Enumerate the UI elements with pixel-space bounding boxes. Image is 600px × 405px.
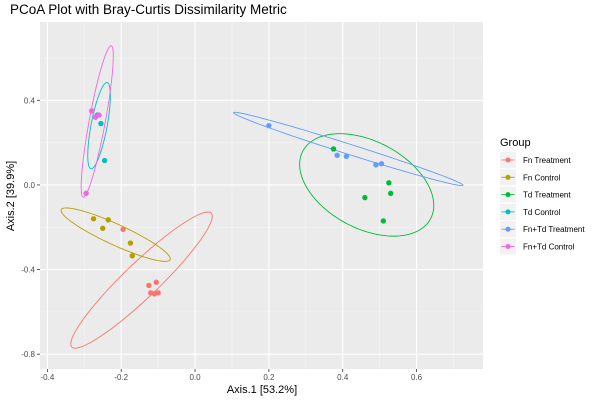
y-tick-label: 0.0 [24, 181, 36, 190]
x-tick-label: 0.4 [337, 373, 349, 382]
legend-label: Fn Control [523, 173, 561, 182]
x-tick-label: 0.0 [189, 373, 201, 382]
legend-label: Fn+Td Control [523, 243, 575, 252]
legend-item-td-treatment: Td Treatment [500, 186, 571, 203]
legend-key-point [505, 244, 511, 249]
plot-panel [40, 22, 483, 369]
ellipse-fn-treatment [70, 211, 213, 349]
point-td-treatment [386, 180, 392, 186]
y-tick-label: 0.4 [24, 96, 36, 105]
legend-key-point [505, 226, 511, 232]
legend-label: Fn+Td Treatment [523, 225, 585, 234]
legend-label: Td Control [523, 208, 561, 217]
point-fn-treatment [155, 290, 161, 296]
y-tick-label: -0.8 [21, 350, 35, 359]
ellipse-fn-control [60, 207, 171, 262]
legend-key-point [505, 157, 511, 163]
point-fn-td-control [83, 190, 89, 197]
point-fn-control [129, 253, 135, 259]
legend-label: Td Treatment [523, 191, 571, 200]
legend-item-fn-control: Fn Control [500, 169, 561, 186]
y-axis-title: Axis.2 [39.9%] [5, 161, 17, 231]
legend-item-fn-td-treatment: Fn+Td Treatment [500, 221, 585, 238]
point-fn-td-control [88, 108, 95, 114]
point-fn-treatment [153, 279, 159, 285]
point-fn-control [105, 217, 111, 223]
legend-key-point [505, 174, 511, 180]
plot-layer: -0.4 -0.2 0.0 0.2 0.4 0.6 -0.8 -0.4 0.0 0.4 [21, 22, 483, 382]
point-td-treatment [330, 146, 337, 152]
point-fn-td-control [96, 112, 102, 118]
x-axis-title: Axis.1 [53.2%] [227, 384, 297, 396]
y-tick-label: -0.4 [21, 266, 35, 275]
legend-item-td-control: Td Control [500, 203, 561, 220]
point-fn-td-treatment [343, 153, 350, 160]
point-fn-td-treatment [373, 162, 379, 168]
chart-title: PCoA Plot with Bray-Curtis Dissimilarity… [10, 2, 287, 17]
point-fn-td-treatment [378, 161, 385, 167]
point-td-treatment [380, 218, 387, 224]
x-tick-label: -0.4 [40, 373, 54, 382]
point-td-treatment [362, 194, 368, 201]
legend-item-fn-treatment: Fn Treatment [500, 152, 571, 168]
point-fn-treatment [120, 226, 126, 233]
x-tick-label: 0.6 [411, 373, 423, 382]
legend-key-point [505, 209, 511, 215]
point-td-treatment [388, 190, 394, 197]
point-fn-treatment [146, 282, 152, 289]
legend-key-point [505, 192, 511, 198]
legend-label: Fn Treatment [523, 156, 571, 165]
point-fn-control [100, 225, 106, 231]
legend-item-fn-td-control: Fn+Td Control [500, 238, 575, 255]
point-fn-td-treatment [266, 122, 272, 129]
point-fn-control [90, 216, 97, 222]
ellipse-fn-td-treatment [233, 111, 464, 187]
x-tick-label: 0.2 [263, 373, 275, 382]
point-fn-td-treatment [334, 152, 340, 158]
ellipse-td-control [87, 82, 111, 170]
ellipse-fn-td-control [80, 45, 114, 198]
point-td-control [98, 120, 104, 127]
x-tick-label: -0.2 [114, 373, 128, 382]
point-td-control [101, 157, 108, 164]
legend: Fn Treatment Fn Control Td Treatment Td Con… [500, 152, 585, 255]
legend-title: Group [500, 137, 531, 149]
point-fn-control [127, 240, 134, 246]
